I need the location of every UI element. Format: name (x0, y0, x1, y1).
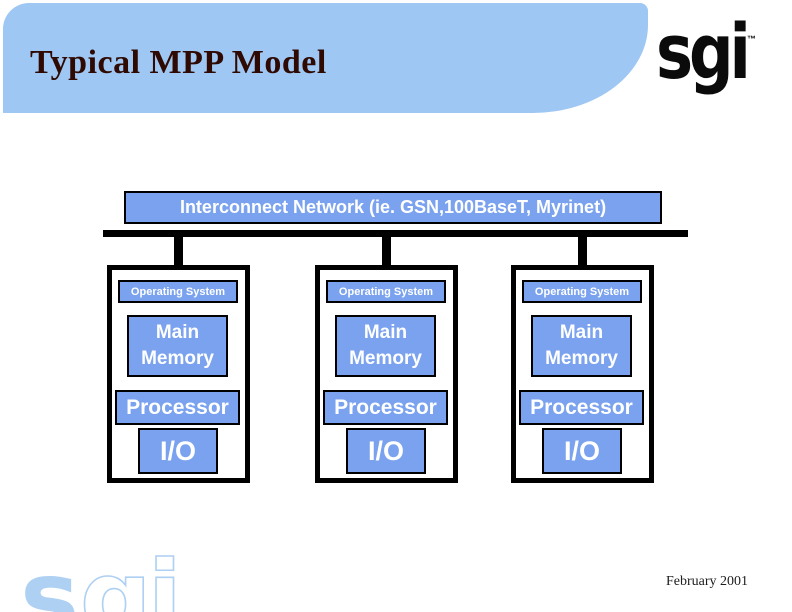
page-title: Typical MPP Model (30, 44, 327, 81)
node3-operating-system-box: Operating System (522, 280, 642, 303)
node3-processor-box: Processor (519, 390, 644, 425)
node3-main-memory-box: Main Memory (531, 315, 632, 377)
sgi-logo-text: sgi (656, 7, 751, 96)
node2-connector-line (382, 236, 391, 266)
footer-date: February 2001 (665, 574, 748, 589)
node2-io-box: I/O (346, 428, 426, 474)
node2-processor-box: Processor (323, 390, 448, 425)
header-band (3, 3, 648, 113)
node2-operating-system-box: Operating System (326, 280, 446, 303)
node1-connector-line (174, 236, 183, 266)
mpp-node-2: Operating System Main Memory Processor I… (315, 265, 458, 483)
svg-text:s: s (20, 539, 80, 612)
interconnect-network-box: Interconnect Network (ie. GSN,100BaseT, … (124, 191, 662, 224)
node1-main-memory-box: Main Memory (127, 315, 228, 377)
node1-processor-box: Processor (115, 390, 240, 425)
mpp-node-3: Operating System Main Memory Processor I… (511, 265, 654, 483)
node1-operating-system-box: Operating System (118, 280, 238, 303)
sgi-logo: sgi ™ (648, 14, 778, 128)
interconnect-network-label: Interconnect Network (ie. GSN,100BaseT, … (179, 197, 607, 217)
sgi-watermark-logo: s gi (20, 538, 183, 612)
mpp-node-1: Operating System Main Memory Processor I… (107, 265, 250, 483)
node3-connector-line (578, 236, 587, 266)
trademark-symbol: ™ (747, 34, 756, 44)
node2-main-memory-box: Main Memory (335, 315, 436, 377)
svg-text:gi: gi (80, 539, 178, 612)
network-trunk-line (103, 230, 688, 237)
node3-io-box: I/O (542, 428, 622, 474)
node1-io-box: I/O (138, 428, 218, 474)
